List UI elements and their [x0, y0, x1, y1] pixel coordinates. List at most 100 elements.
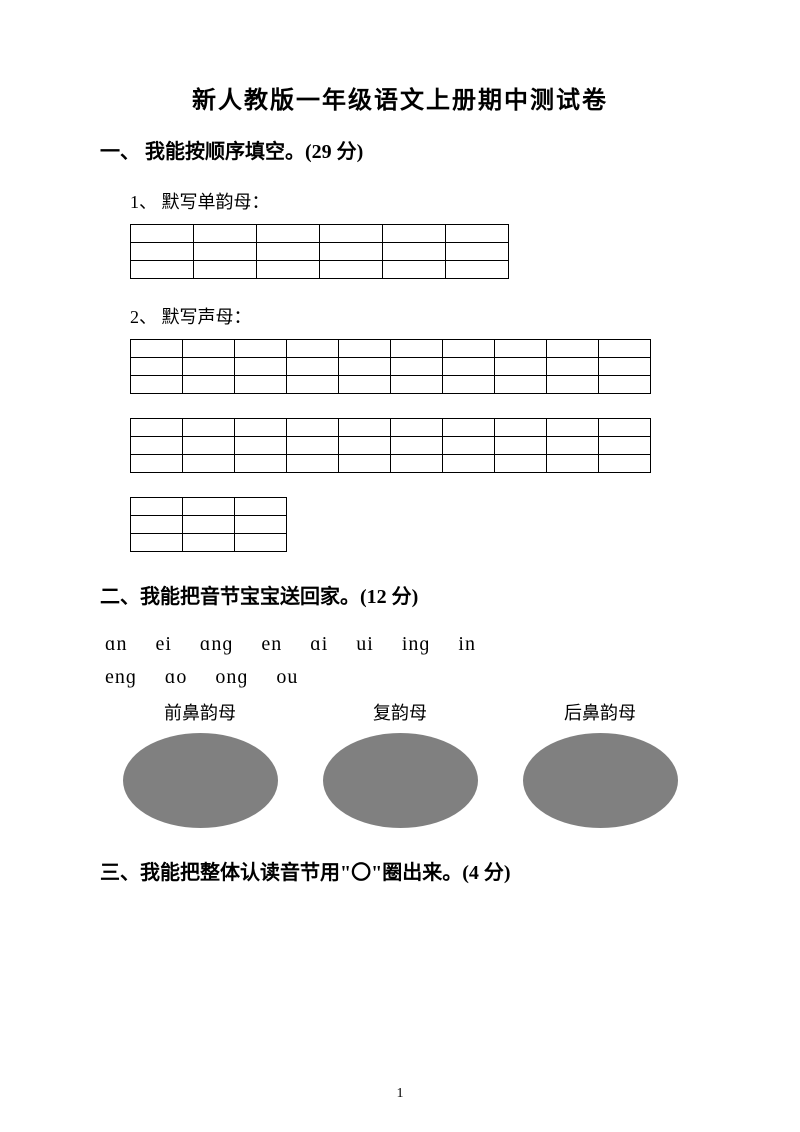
syllable: enɡ	[105, 666, 137, 689]
grid-cell	[495, 455, 547, 473]
syllable: ui	[356, 633, 374, 656]
grid-cell	[320, 225, 383, 243]
grid-cell	[547, 455, 599, 473]
syllable: inɡ	[402, 633, 431, 656]
syllable: en	[261, 633, 282, 656]
category-item: 复韵母	[323, 699, 478, 828]
grid-cell	[391, 437, 443, 455]
grid-cell	[287, 376, 339, 394]
grid-cell	[131, 376, 183, 394]
grid-cell	[194, 261, 257, 279]
grid-cell	[183, 455, 235, 473]
category-label: 前鼻韵母	[123, 699, 278, 725]
grid-cell	[446, 243, 509, 261]
grid-cell	[131, 261, 194, 279]
grid-cell	[131, 516, 183, 534]
grid-cell	[391, 419, 443, 437]
section-3-heading: 三、我能把整体认读音节用"〇"圈出来。(4 分)	[100, 856, 700, 885]
grid-cell	[339, 376, 391, 394]
grid-cell	[391, 358, 443, 376]
grid-cell	[547, 437, 599, 455]
grid-table-1	[130, 224, 509, 279]
grid-cell	[443, 437, 495, 455]
grid-cell	[194, 243, 257, 261]
grid-cell	[235, 534, 287, 552]
grid-cell	[235, 376, 287, 394]
grid-cell	[287, 419, 339, 437]
category-label: 后鼻韵母	[523, 699, 678, 725]
grid-cell	[183, 376, 235, 394]
category-ellipse	[123, 733, 278, 828]
grid-cell	[194, 225, 257, 243]
grid-cell	[339, 437, 391, 455]
grid-cell	[443, 376, 495, 394]
grid-cell	[320, 243, 383, 261]
grid-cell	[183, 534, 235, 552]
section-1-item-2: 2、 默写声母：	[130, 303, 700, 329]
grid-cell	[547, 358, 599, 376]
grid-cell	[495, 376, 547, 394]
category-item: 后鼻韵母	[523, 699, 678, 828]
grid-cell	[599, 419, 651, 437]
grid-cell	[131, 358, 183, 376]
grid-cell	[599, 455, 651, 473]
grid-cell	[235, 516, 287, 534]
grid-cell	[547, 419, 599, 437]
section-1-item-1: 1、 默写单韵母：	[130, 188, 700, 214]
grid-table-2c	[130, 497, 287, 552]
grid-cell	[339, 455, 391, 473]
grid-cell	[443, 340, 495, 358]
grid-cell	[183, 419, 235, 437]
grid-cell	[443, 358, 495, 376]
grid-cell	[599, 358, 651, 376]
category-label: 复韵母	[323, 699, 478, 725]
grid-cell	[131, 534, 183, 552]
syllable-row-2: enɡ ɑo onɡ ou	[105, 666, 700, 689]
grid-cell	[287, 340, 339, 358]
grid-cell	[599, 376, 651, 394]
grid-cell	[547, 376, 599, 394]
grid-cell	[391, 340, 443, 358]
grid-cell	[131, 243, 194, 261]
grid-cell	[495, 340, 547, 358]
grid-cell	[495, 437, 547, 455]
grid-table-2a	[130, 339, 651, 394]
grid-cell	[287, 437, 339, 455]
grid-cell	[183, 498, 235, 516]
grid-cell	[383, 243, 446, 261]
category-row: 前鼻韵母 复韵母 后鼻韵母	[100, 699, 700, 828]
section-1: 一、 我能按顺序填空。(29 分) 1、 默写单韵母： 2、 默写声母：	[100, 135, 700, 552]
grid-cell	[547, 340, 599, 358]
syllable: ei	[155, 633, 171, 656]
syllable: ou	[276, 666, 298, 689]
grid-cell	[495, 419, 547, 437]
grid-cell	[131, 437, 183, 455]
grid-cell	[446, 225, 509, 243]
grid-cell	[599, 340, 651, 358]
grid-cell	[446, 261, 509, 279]
grid-cell	[131, 419, 183, 437]
category-ellipse	[523, 733, 678, 828]
grid-cell	[235, 455, 287, 473]
syllable: ɑo	[165, 666, 187, 689]
grid-cell	[131, 498, 183, 516]
grid-cell	[339, 340, 391, 358]
grid-cell	[383, 261, 446, 279]
grid-cell	[257, 243, 320, 261]
category-ellipse	[323, 733, 478, 828]
grid-cell	[339, 419, 391, 437]
grid-cell	[257, 261, 320, 279]
syllable-row-1: ɑneiɑnɡenɑiuiinɡin	[105, 633, 700, 656]
grid-cell	[599, 437, 651, 455]
document-title: 新人教版一年级语文上册期中测试卷	[100, 80, 700, 115]
grid-cell	[495, 358, 547, 376]
section-1-heading: 一、 我能按顺序填空。(29 分)	[100, 135, 700, 164]
syllable: onɡ	[215, 666, 248, 689]
section-3: 三、我能把整体认读音节用"〇"圈出来。(4 分)	[100, 856, 700, 885]
syllable: in	[458, 633, 476, 656]
grid-cell	[443, 455, 495, 473]
section-2: 二、我能把音节宝宝送回家。(12 分) ɑneiɑnɡenɑiuiinɡin e…	[100, 580, 700, 828]
grid-cell	[391, 376, 443, 394]
grid-cell	[183, 340, 235, 358]
grid-cell	[443, 419, 495, 437]
